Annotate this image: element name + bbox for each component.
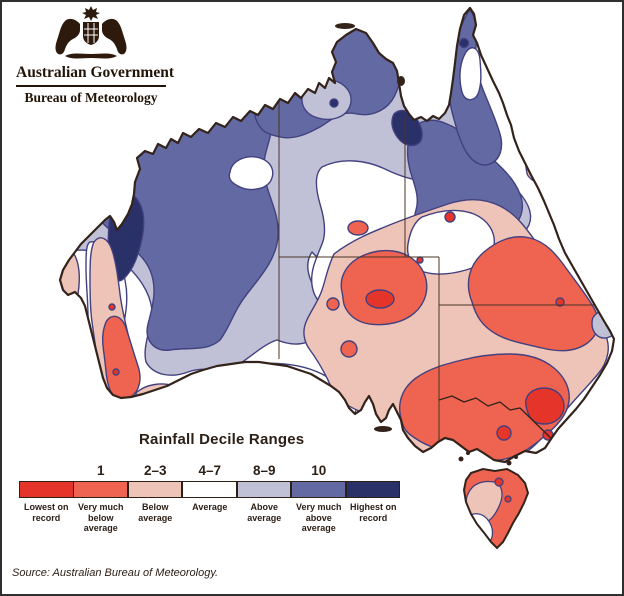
region-lowest-sa-dot [416,256,424,264]
legend-entry-label: Average [192,502,228,512]
region-very-much-below-central [340,249,428,326]
agency-title: Bureau of Meteorology [24,90,158,105]
bom-logo: Australian Government Bureau of Meteorol… [16,6,175,106]
legend-color-box [73,481,128,498]
legend-decile-number: 10 [311,463,327,478]
region-lowest-vic-dot2 [496,425,512,441]
logo-divider [16,85,166,87]
legend-decile-number: 4–7 [198,463,222,478]
king-island [458,456,464,462]
region-average-qld-interior [406,209,495,275]
region-average-pilbara-patch [228,156,274,191]
region-very-much-below-sa-dot2 [340,340,358,358]
region-very-much-below-qld-nsw [467,236,599,352]
region-very-much-below-sa-dot1 [326,297,340,311]
region-lowest-sw-dot2 [112,368,120,376]
legend-entry-decile4-7: 4–7 Average [182,460,238,534]
legend-entry-label: Above average [247,502,282,523]
source-attribution: Source: Australian Bureau of Meteorology… [12,567,219,579]
flinders-island [506,460,512,466]
legend-color-box [236,481,291,498]
region-highest-on-record-kimberley-dot [329,98,339,108]
region-lowest-tas-dot1 [494,477,504,487]
legend-color-box [291,481,346,498]
coat-of-arms-icon [55,6,127,59]
legend-decile-number: 1 [96,463,105,478]
region-lowest-tas-dot2 [504,495,512,503]
region-lowest-sw-dot1 [108,303,116,311]
region-lowest-nsw-dot [555,297,565,307]
border-vic-nsw-murray [438,395,560,447]
region-highest-on-record-cairns-dot [458,37,470,49]
bass-strait-islet2 [514,455,518,459]
tasmania-coastline [462,467,530,550]
legend-color-box [345,481,400,498]
legend-entry-highest: Highest on record [345,460,401,534]
region-below-average-cairns-patch [525,146,558,183]
legend-entry-decile10: 10 Very much above average [291,460,347,534]
region-lowest-central [365,289,395,309]
legend-entry-lowest: Lowest on record [19,460,74,534]
legend-entry-decile8-9: 8–9 Above average [236,460,292,534]
groote-eylandt [397,76,405,86]
legend-entry-label: Below average [138,502,173,523]
legend-entry-decile1: 1 Very much below average [73,460,129,534]
legend-entry-decile2-3: 2–3 Below average [127,460,183,534]
state-borders [278,87,598,454]
region-lowest-qld-dot [444,211,456,223]
melville-island [335,23,355,29]
legend-title: Rainfall Decile Ranges [139,431,305,448]
government-title: Australian Government [16,64,175,81]
legend-bar: Lowest on record 1 Very much below avera… [19,460,401,534]
legend-entry-label: Highest on record [350,502,397,523]
region-lowest-victoria [525,387,565,425]
region-very-much-below-nt-patch [347,220,369,236]
legend-entry-label: Very much below average [77,502,124,533]
legend-entry-label: Lowest on record [24,502,69,523]
legend-color-box [19,481,74,498]
australia-coastline [58,6,616,464]
bass-strait-islet1 [466,451,470,455]
islands [335,23,518,466]
legend-color-box [182,481,237,498]
legend-color-box [127,481,182,498]
legend-decile-number: 2–3 [143,463,167,478]
legend-entry-label: Very much above average [295,502,342,533]
kangaroo-island [374,426,392,432]
region-average-cape-york-patch [459,47,482,101]
legend-decile-number: 8–9 [252,463,276,478]
